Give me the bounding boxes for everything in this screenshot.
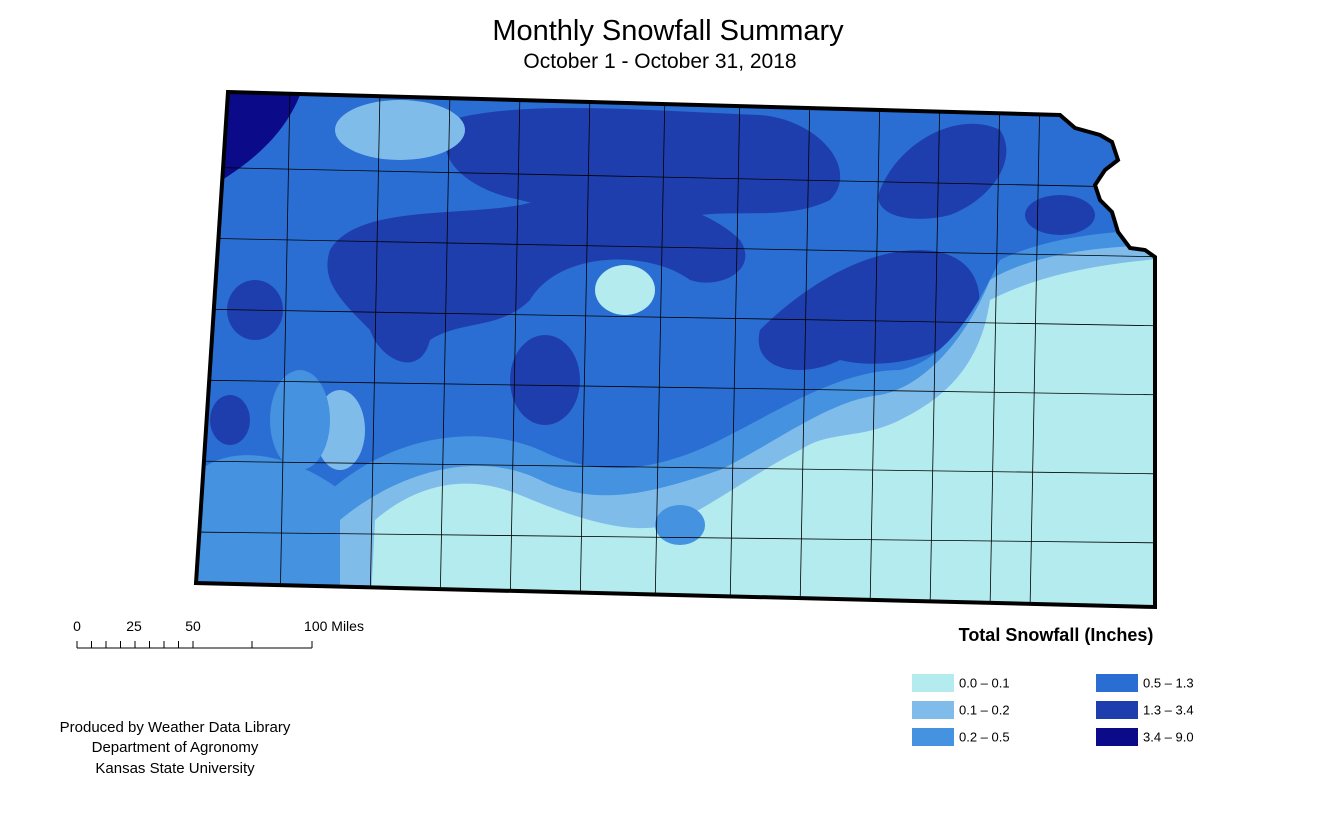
county-line <box>369 92 381 607</box>
snowfall-map <box>196 92 1155 607</box>
legend: 0.0 – 0.1 0.1 – 0.2 0.2 – 0.5 0.5 – 1.3 1.3 … <box>912 674 1194 746</box>
legend-swatch <box>912 674 954 692</box>
legend-swatch <box>912 701 954 719</box>
legend-title: Total Snowfall (Inches) <box>959 625 1154 645</box>
scale-label: 25 <box>126 618 142 634</box>
legend-label: 0.0 – 0.1 <box>959 675 1010 690</box>
state-outline <box>193 89 1157 610</box>
legend-swatch <box>912 728 954 746</box>
scale-bar: 0 25 50 100 Miles <box>73 618 364 649</box>
scale-label: 100 Miles <box>304 618 364 634</box>
county-line <box>196 166 1155 189</box>
map-title: Monthly Snowfall Summary <box>492 15 844 47</box>
county-line <box>439 92 451 607</box>
county-line <box>196 460 1155 475</box>
legend-label: 0.2 – 0.5 <box>959 729 1010 744</box>
snow-zone <box>370 258 1155 607</box>
county-line <box>989 92 1001 607</box>
snow-zone <box>327 192 746 363</box>
county-line <box>196 237 1155 258</box>
snow-zone <box>335 100 465 160</box>
snow-zone <box>1025 195 1095 235</box>
snow-zone <box>210 395 250 445</box>
legend-label: 0.5 – 1.3 <box>1143 675 1194 690</box>
credit-line: Department of Agronomy <box>92 739 259 756</box>
snow-zone <box>196 455 364 600</box>
county-lines <box>196 92 1155 607</box>
legend-swatch <box>1096 728 1138 746</box>
county-line <box>729 92 741 607</box>
legend-swatch <box>1096 674 1138 692</box>
snow-zone <box>655 505 705 545</box>
scale-label: 0 <box>73 618 81 634</box>
county-line <box>196 308 1155 327</box>
scale-label: 50 <box>185 618 201 634</box>
snow-zone <box>510 335 580 425</box>
county-line <box>929 92 941 607</box>
snow-zone <box>595 265 655 315</box>
snow-zone <box>222 92 300 180</box>
legend-label: 1.3 – 3.4 <box>1143 702 1194 717</box>
county-line <box>654 92 666 607</box>
credit-line: Produced by Weather Data Library <box>60 719 291 736</box>
legend-label: 0.1 – 0.2 <box>959 702 1010 717</box>
county-line <box>579 92 591 607</box>
county-line <box>279 92 291 607</box>
county-line <box>509 92 521 607</box>
map-subtitle: October 1 - October 31, 2018 <box>523 50 796 73</box>
legend-swatch <box>1096 701 1138 719</box>
county-line <box>869 92 881 607</box>
county-line <box>1029 92 1041 607</box>
credit-line: Kansas State University <box>95 760 255 777</box>
snow-zone <box>758 250 980 370</box>
county-line <box>196 379 1155 396</box>
legend-label: 3.4 – 9.0 <box>1143 729 1194 744</box>
snow-zone <box>878 123 1007 219</box>
county-line <box>799 92 811 607</box>
snow-zone <box>444 108 841 221</box>
county-line <box>196 531 1155 544</box>
snow-zone <box>270 370 330 470</box>
